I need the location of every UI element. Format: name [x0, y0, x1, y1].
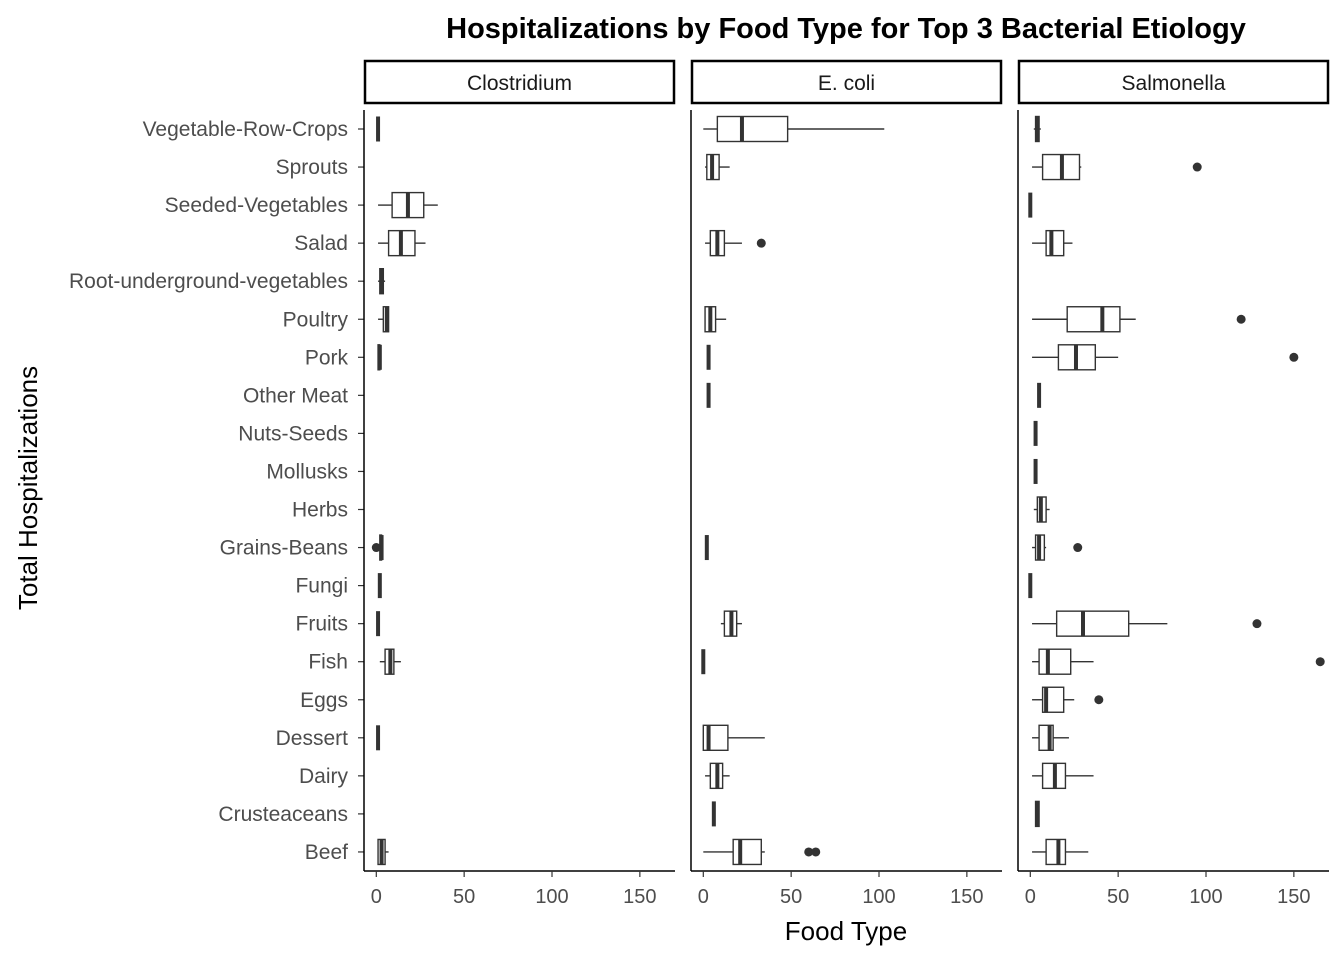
facet-panel: Clostridium 0 50 100 150 — [363, 59, 676, 908]
facet-panel: Salmonella 0 50 100 150 — [1017, 59, 1330, 908]
x-axis-title: Food Type — [785, 916, 907, 946]
boxplot — [704, 306, 727, 333]
boxplot — [378, 191, 438, 219]
outlier-point — [1252, 619, 1262, 629]
chart-title: Hospitalizations by Food Type for Top 3 … — [446, 13, 1246, 45]
box — [1055, 610, 1130, 637]
boxplot — [703, 115, 885, 143]
box — [1045, 229, 1065, 257]
x-tick-label: 50 — [453, 886, 475, 908]
category-label: Pork — [305, 346, 349, 369]
x-tick-label: 50 — [1107, 886, 1129, 908]
category-label: Other Meat — [243, 384, 348, 407]
facet-strip-label: Salmonella — [1122, 72, 1226, 95]
outlier-point — [1094, 695, 1104, 705]
category-label: Fruits — [296, 613, 349, 636]
outlier-point — [1192, 162, 1202, 172]
boxplot — [379, 648, 401, 675]
x-tick-label: 150 — [950, 886, 983, 908]
boxplot — [702, 724, 765, 751]
facet-strip — [1017, 59, 1330, 105]
category-label: Vegetable-Row-Crops — [143, 118, 348, 141]
box — [1038, 648, 1072, 675]
outlier-point — [1289, 352, 1299, 362]
outlier-point — [371, 543, 381, 553]
boxplot — [378, 229, 426, 257]
boxplot — [705, 153, 730, 181]
x-tick-label: 0 — [371, 886, 382, 908]
boxplot — [1032, 724, 1069, 751]
box — [1045, 838, 1067, 866]
boxplot — [1032, 762, 1094, 790]
x-tick-label: 150 — [1277, 886, 1310, 908]
category-label: Crusteaceans — [218, 803, 348, 826]
boxplot — [1032, 344, 1299, 371]
category-label: Beef — [305, 841, 348, 864]
facet-panel: E. coli 0 50 100 150 — [690, 59, 1003, 908]
outlier-point — [804, 847, 814, 857]
x-tick-label: 100 — [535, 886, 568, 908]
category-label: Dessert — [276, 727, 349, 750]
outlier-point — [811, 847, 821, 857]
box — [732, 838, 762, 866]
boxplot — [720, 610, 742, 637]
x-tick-label: 50 — [780, 886, 802, 908]
outlier-point — [1073, 543, 1083, 553]
facet-strip — [363, 59, 676, 105]
outlier-point — [756, 238, 766, 248]
facet-strip — [690, 59, 1003, 105]
boxplot — [1032, 153, 1202, 181]
boxplot — [378, 268, 386, 295]
category-label: Mollusks — [266, 460, 348, 483]
box — [716, 115, 789, 143]
boxplot — [1032, 686, 1104, 713]
category-label: Eggs — [300, 689, 348, 712]
boxplot — [1032, 229, 1073, 257]
x-tick-label: 100 — [862, 886, 895, 908]
x-tick-label: 150 — [623, 886, 656, 908]
category-label: Fish — [308, 651, 348, 674]
category-label: Seeded-Vegetables — [165, 194, 348, 217]
boxplot — [705, 229, 766, 257]
category-label: Poultry — [283, 308, 349, 331]
category-label: Sprouts — [276, 156, 348, 179]
boxplot — [371, 534, 384, 561]
boxplot — [377, 344, 382, 371]
boxplot — [378, 306, 390, 333]
x-tick-label: 100 — [1189, 886, 1222, 908]
category-label: Grains-Beans — [220, 537, 348, 560]
boxplot — [705, 762, 730, 790]
boxplot — [1033, 496, 1050, 523]
category-label: Herbs — [292, 499, 348, 522]
boxplot — [1032, 306, 1246, 333]
category-label: Fungi — [295, 575, 348, 598]
facet-strip-label: Clostridium — [467, 72, 572, 95]
y-axis-title: Total Hospitalizations — [13, 366, 43, 610]
category-labels: Vegetable-Row-Crops Sprouts Seeded-Vegetab… — [69, 118, 364, 864]
boxplot — [1034, 800, 1040, 828]
boxplot — [1032, 648, 1325, 675]
facet-strip-label: E. coli — [818, 72, 875, 95]
boxplot — [377, 838, 389, 866]
boxplot — [1032, 534, 1083, 561]
boxplot — [703, 838, 821, 866]
x-tick-label: 0 — [1025, 886, 1036, 908]
category-label: Nuts-Seeds — [238, 422, 348, 445]
category-label: Salad — [294, 232, 348, 255]
outlier-point — [1315, 657, 1325, 667]
boxplot — [1032, 838, 1089, 866]
outlier-point — [1236, 314, 1246, 324]
boxplot — [1033, 115, 1041, 143]
boxplot — [1032, 610, 1262, 637]
x-tick-label: 0 — [698, 886, 709, 908]
category-label: Dairy — [299, 765, 349, 788]
category-label: Root-underground-vegetables — [69, 270, 348, 293]
box — [1066, 306, 1121, 333]
